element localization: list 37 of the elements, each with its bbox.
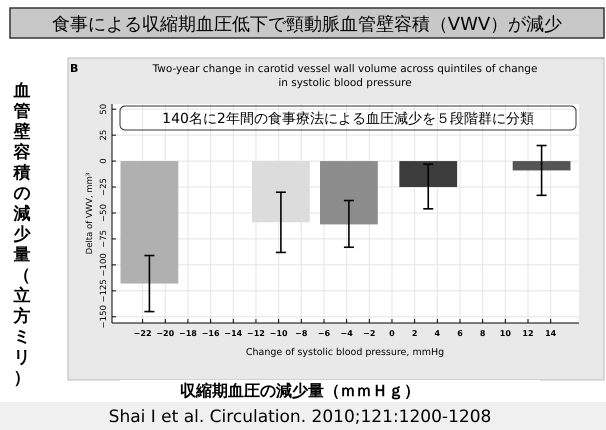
x-tick-label: −8 <box>295 329 308 338</box>
y-tick-label: −25 <box>99 178 109 196</box>
x-tick-label: 12 <box>522 329 534 338</box>
x-tick-label: 0 <box>389 329 396 338</box>
chart-title: 食事による収縮期血圧低下で頸動脈血管壁容積（VWV）が減少 <box>52 14 562 35</box>
x-tick-label: −22 <box>134 329 152 338</box>
text: Shai I et al. Circulation. 2010;121:1200-1208 <box>108 407 492 427</box>
text: B <box>70 62 78 75</box>
x-axis-title: Change of systolic blood pressure, mmHg <box>246 347 444 358</box>
x-tick-label: −2 <box>363 329 376 338</box>
annotation: 140名に2年間の食事療法による血圧減少を５段階群に分類 <box>162 111 534 127</box>
y-tick-label: 0 <box>99 158 109 164</box>
text: 収縮期血圧の減少量（ｍｍＨｇ） <box>180 381 420 400</box>
x-tick-label: 6 <box>457 329 464 338</box>
x-tick-label: −18 <box>179 329 198 338</box>
y-tick-label: −100 <box>99 253 109 277</box>
chart-subtitle: Two-year change in carotid vessel wall volume across quintiles of change in systolic blood pressure <box>152 63 538 89</box>
y-tick-label: −50 <box>99 204 109 222</box>
y-tick-label: −125 <box>99 279 109 303</box>
y-tick-label: −75 <box>99 230 109 248</box>
x-tick-label: −16 <box>202 329 220 338</box>
x-tick-label: 2 <box>412 329 418 338</box>
x-tick-label: 8 <box>480 329 486 338</box>
y-tick-label: 25 <box>99 130 109 141</box>
x-tick-label: −14 <box>224 329 243 338</box>
x-tick-label: 14 <box>545 329 557 338</box>
x-tick-label: −12 <box>247 329 265 338</box>
x-tick-label: 4 <box>434 329 441 338</box>
x-tick-label: −20 <box>156 329 175 338</box>
y-axis-title: Delta of VWV, mm³ <box>85 172 95 254</box>
text: 血管壁容積の減少量（立方ミリ） <box>14 81 30 388</box>
y-tick-label: 50 <box>99 104 109 115</box>
x-tick-label: 10 <box>500 329 512 338</box>
x-tick-label: −10 <box>270 329 288 338</box>
x-tick-label: −6 <box>318 329 331 338</box>
y-tick-label: −150 <box>99 305 109 328</box>
x-tick-label: −4 <box>340 329 354 338</box>
